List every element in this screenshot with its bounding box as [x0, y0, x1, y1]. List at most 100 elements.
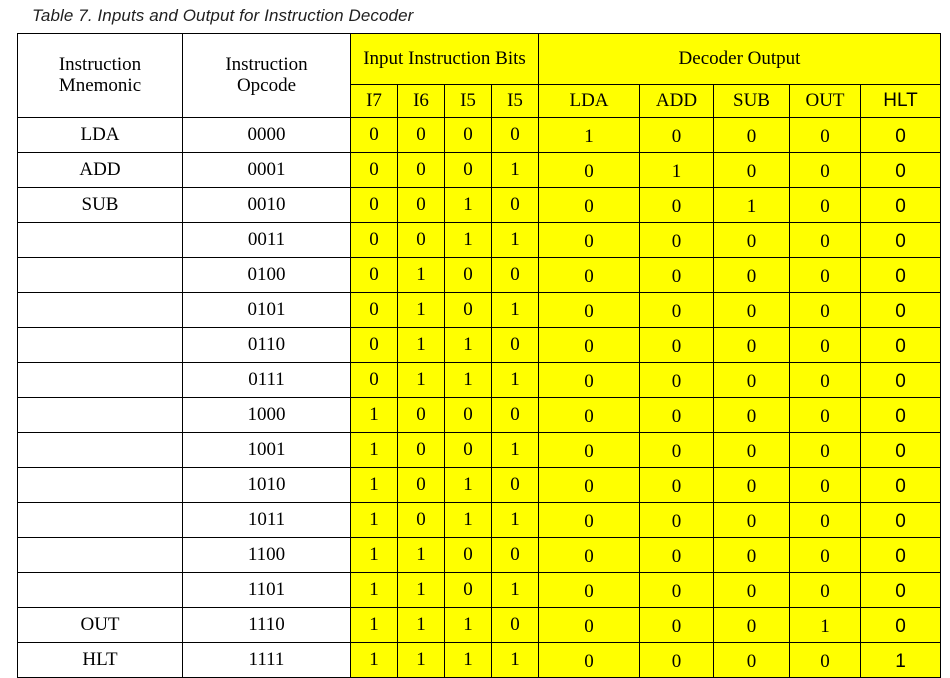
input-bit-cell: 0 — [350, 117, 398, 153]
input-bit-cell: 0 — [444, 572, 492, 608]
output-bit-cell: 0 — [713, 502, 790, 538]
mnemonic-cell — [17, 257, 183, 293]
input-bit-cell: 0 — [350, 152, 398, 188]
output-bit-cell: 0 — [538, 537, 640, 573]
input-bit-cell: 1 — [397, 257, 445, 293]
table-caption: Table 7. Inputs and Output for Instructi… — [32, 6, 414, 25]
input-bit-cell: 1 — [397, 607, 445, 643]
output-bit-cell: 0 — [789, 432, 861, 468]
input-bit-cell: 0 — [491, 327, 539, 363]
output-bit-cell: 0 — [639, 327, 714, 363]
output-bit-cell: 0 — [538, 152, 640, 188]
output-bit-cell: 0 — [538, 432, 640, 468]
table-row: HLT 1111 1 1 1 1 0 0 0 0 1 — [17, 642, 941, 678]
input-bit-cell: 1 — [350, 432, 398, 468]
input-bit-cell: 1 — [350, 502, 398, 538]
input-bit-cell: 0 — [444, 537, 492, 573]
input-bit-cell: 1 — [491, 642, 539, 678]
header-out-lda: LDA — [538, 84, 640, 118]
output-bit-cell: 0 — [860, 117, 941, 153]
input-bit-cell: 0 — [491, 537, 539, 573]
output-bit-cell: 0 — [860, 292, 941, 328]
input-bit-cell: 0 — [397, 187, 445, 223]
header-input-bits: Input Instruction Bits — [350, 33, 539, 85]
input-bit-cell: 0 — [397, 432, 445, 468]
mnemonic-cell — [17, 502, 183, 538]
opcode-cell: 0100 — [182, 257, 351, 293]
header-out-add: ADD — [639, 84, 714, 118]
header-out-sub: SUB — [713, 84, 790, 118]
opcode-cell: 0010 — [182, 187, 351, 223]
opcode-cell: 0000 — [182, 117, 351, 153]
input-bit-cell: 1 — [444, 187, 492, 223]
output-bit-cell: 0 — [789, 117, 861, 153]
table-row: 0100 0 1 0 0 0 0 0 0 0 — [17, 257, 941, 293]
input-bit-cell: 1 — [397, 537, 445, 573]
output-bit-cell: 0 — [538, 222, 640, 258]
output-bit-cell: 0 — [860, 537, 941, 573]
output-bit-cell: 0 — [639, 187, 714, 223]
header-bit-i6: I6 — [397, 84, 445, 118]
mnemonic-cell — [17, 292, 183, 328]
header-mnemonic: Instruction Mnemonic — [17, 33, 183, 118]
output-bit-cell: 0 — [538, 257, 640, 293]
output-bit-cell: 0 — [789, 572, 861, 608]
output-bit-cell: 1 — [713, 187, 790, 223]
input-bit-cell: 1 — [397, 642, 445, 678]
output-bit-cell: 0 — [639, 432, 714, 468]
input-bit-cell: 1 — [491, 432, 539, 468]
input-bit-cell: 0 — [444, 257, 492, 293]
input-bit-cell: 0 — [397, 117, 445, 153]
output-bit-cell: 0 — [789, 327, 861, 363]
output-bit-cell: 0 — [538, 362, 640, 398]
output-bit-cell: 0 — [713, 152, 790, 188]
output-bit-cell: 0 — [639, 362, 714, 398]
table-row: 1100 1 1 0 0 0 0 0 0 0 — [17, 537, 941, 573]
input-bit-cell: 1 — [444, 642, 492, 678]
output-bit-cell: 0 — [713, 117, 790, 153]
output-bit-cell: 0 — [538, 292, 640, 328]
mnemonic-cell — [17, 327, 183, 363]
output-bit-cell: 0 — [538, 397, 640, 433]
opcode-cell: 1011 — [182, 502, 351, 538]
output-bit-cell: 0 — [789, 537, 861, 573]
mnemonic-cell — [17, 572, 183, 608]
header-out-out: OUT — [789, 84, 861, 118]
input-bit-cell: 0 — [491, 117, 539, 153]
output-bit-cell: 0 — [860, 607, 941, 643]
output-bit-cell: 1 — [639, 152, 714, 188]
input-bit-cell: 0 — [350, 292, 398, 328]
output-bit-cell: 0 — [789, 397, 861, 433]
output-bit-cell: 0 — [860, 327, 941, 363]
table-row: 1001 1 0 0 1 0 0 0 0 0 — [17, 432, 941, 468]
input-bit-cell: 1 — [491, 572, 539, 608]
table-row: 0101 0 1 0 1 0 0 0 0 0 — [17, 292, 941, 328]
output-bit-cell: 0 — [639, 397, 714, 433]
output-bit-cell: 0 — [860, 397, 941, 433]
input-bit-cell: 0 — [397, 152, 445, 188]
opcode-cell: 1010 — [182, 467, 351, 503]
opcode-cell: 0101 — [182, 292, 351, 328]
input-bit-cell: 1 — [444, 502, 492, 538]
opcode-cell: 0001 — [182, 152, 351, 188]
mnemonic-cell — [17, 432, 183, 468]
header-opcode: Instruction Opcode — [182, 33, 351, 118]
input-bit-cell: 0 — [491, 187, 539, 223]
output-bit-cell: 0 — [789, 362, 861, 398]
table-row: 1010 1 0 1 0 0 0 0 0 0 — [17, 467, 941, 503]
input-bit-cell: 0 — [444, 152, 492, 188]
table-row: SUB 0010 0 0 1 0 0 0 1 0 0 — [17, 187, 941, 223]
table-row: 1000 1 0 0 0 0 0 0 0 0 — [17, 397, 941, 433]
mnemonic-cell: LDA — [17, 117, 183, 153]
input-bit-cell: 1 — [397, 292, 445, 328]
output-bit-cell: 0 — [538, 327, 640, 363]
input-bit-cell: 0 — [397, 502, 445, 538]
input-bit-cell: 1 — [350, 397, 398, 433]
input-bit-cell: 0 — [397, 467, 445, 503]
input-bit-cell: 0 — [397, 397, 445, 433]
output-bit-cell: 0 — [538, 642, 640, 678]
output-bit-cell: 0 — [860, 152, 941, 188]
decoder-truth-table: Instruction Mnemonic Instruction Opcode … — [17, 33, 941, 678]
output-bit-cell: 0 — [713, 607, 790, 643]
mnemonic-cell: ADD — [17, 152, 183, 188]
